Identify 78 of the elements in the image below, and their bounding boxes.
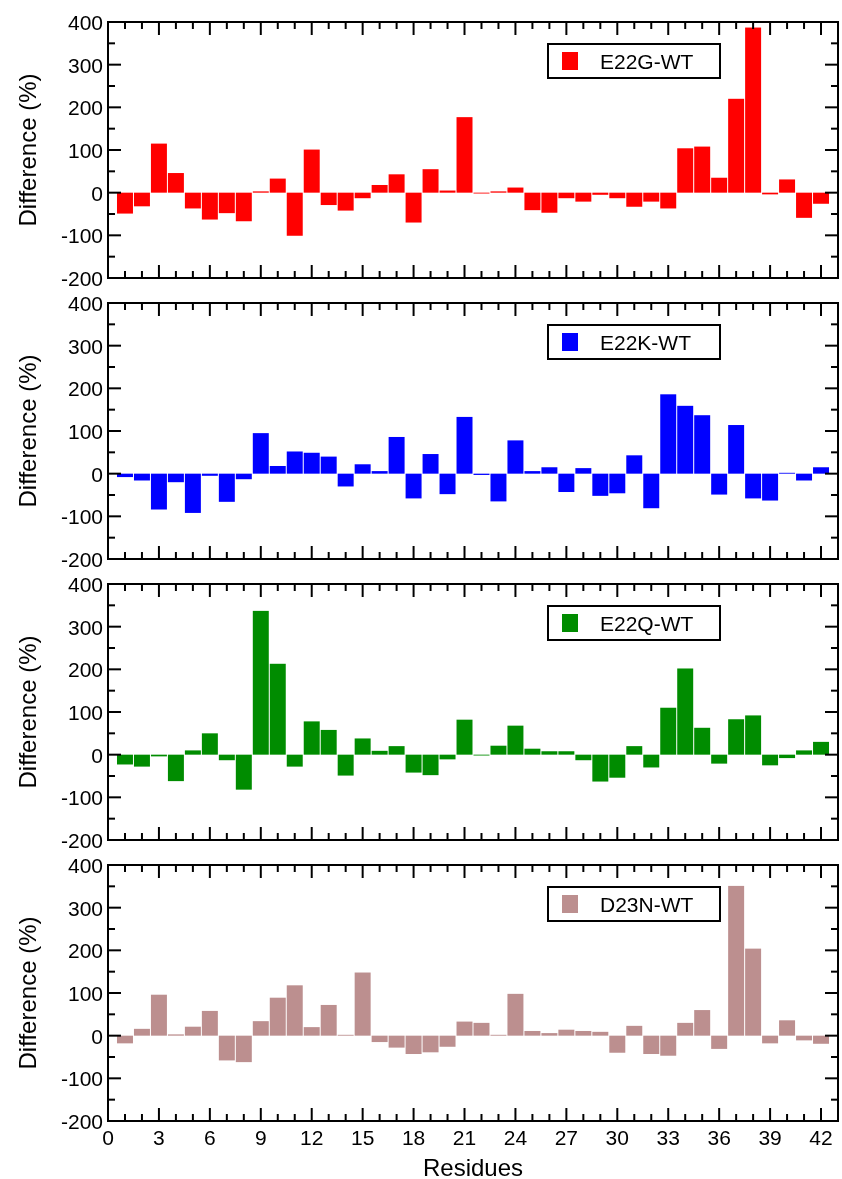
bar: [286, 192, 303, 236]
bar: [711, 754, 728, 764]
bar: [643, 754, 660, 768]
y-tick-label: 100: [67, 982, 103, 1005]
y-tick-label: 300: [67, 615, 103, 639]
y-tick-label: -100: [60, 505, 103, 529]
x-tick-label: 27: [554, 1126, 579, 1149]
x-tick-label: 21: [452, 1126, 477, 1149]
bar: [626, 455, 643, 474]
bar: [337, 754, 354, 776]
bar: [643, 473, 660, 509]
legend-label: E22Q-WT: [600, 612, 694, 635]
y-tick-label: 300: [67, 53, 103, 77]
y-tick-label: -200: [60, 829, 103, 852]
y-tick-label: 100: [67, 701, 103, 724]
bar: [456, 416, 473, 474]
bar: [762, 1035, 779, 1044]
y-tick-label: 300: [67, 334, 103, 358]
y-axis-title: Difference (%): [14, 73, 41, 227]
y-tick-label: 100: [67, 139, 103, 162]
bar: [779, 1020, 796, 1036]
bar: [728, 425, 745, 474]
y-tick-label: -100: [60, 224, 103, 248]
bar: [575, 468, 592, 474]
y-axis-title: Difference (%): [14, 916, 41, 1070]
y-tick-label: 200: [67, 658, 103, 682]
y-tick-label: 0: [91, 1024, 103, 1048]
legend-label: E22K-WT: [600, 331, 692, 354]
bar: [779, 179, 796, 193]
y-tick-label: -100: [60, 786, 103, 810]
legend-label: E22G-WT: [600, 50, 694, 73]
x-tick-label: 36: [707, 1126, 731, 1149]
x-tick-label: 6: [204, 1126, 216, 1149]
bar: [558, 473, 575, 493]
y-tick-label: -100: [60, 1067, 103, 1091]
x-tick-label: 18: [401, 1126, 426, 1149]
x-tick-label: 3: [153, 1126, 165, 1149]
y-tick-label: 400: [67, 292, 103, 315]
bar: [626, 1025, 643, 1036]
y-tick-label: 0: [91, 462, 103, 486]
bar: [711, 1035, 728, 1049]
y-tick-label: 0: [91, 181, 103, 205]
y-tick-label: -200: [60, 1110, 103, 1133]
y-tick-label: 200: [67, 96, 103, 120]
y-tick-label: -200: [60, 548, 103, 571]
bar: [303, 149, 320, 193]
bar: [711, 473, 728, 495]
y-tick-label: 400: [67, 854, 103, 877]
bar: [626, 746, 643, 755]
y-axis-title: Difference (%): [14, 635, 41, 789]
y-tick-label: 400: [67, 573, 103, 596]
y-tick-label: 100: [67, 420, 103, 443]
bar: [422, 454, 439, 474]
bar: [456, 719, 473, 755]
y-tick-label: 400: [67, 11, 103, 34]
x-tick-label: 33: [656, 1126, 680, 1149]
x-tick-label: 30: [605, 1126, 629, 1149]
y-tick-label: -200: [60, 267, 103, 290]
bar: [405, 192, 422, 223]
y-axis-title: Difference (%): [14, 354, 41, 508]
x-axis-title: Residues: [422, 1154, 524, 1179]
y-tick-label: 200: [67, 939, 103, 963]
x-tick-label: 9: [254, 1126, 267, 1149]
bar: [405, 473, 422, 499]
bar: [286, 754, 303, 767]
bar: [813, 467, 830, 474]
bar: [337, 473, 354, 487]
bar: [609, 1035, 626, 1053]
legend-label: D23N-WT: [600, 893, 694, 916]
x-tick-label: 12: [300, 1126, 324, 1149]
x-tick-label: 15: [350, 1126, 375, 1149]
x-tick-label: 24: [503, 1126, 528, 1149]
x-tick-label: 39: [758, 1126, 782, 1149]
x-tick-label: 42: [809, 1126, 833, 1149]
y-tick-label: 300: [67, 896, 103, 920]
y-tick-label: 0: [91, 743, 103, 767]
bar: [439, 473, 456, 495]
y-tick-label: 200: [67, 377, 103, 401]
